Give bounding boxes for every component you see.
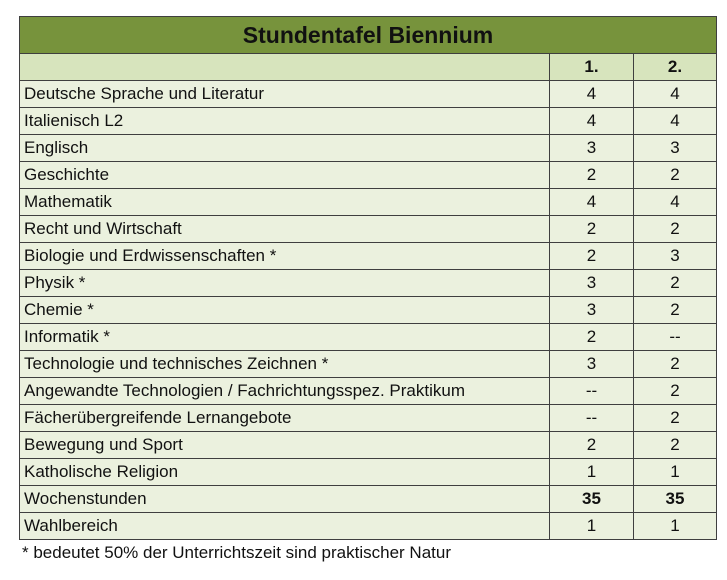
subject-cell: Angewandte Technologien / Fachrichtungss… <box>19 377 550 405</box>
subject-cell: Technologie und technisches Zeichnen * <box>19 350 550 378</box>
year-2-hours: 2 <box>632 296 718 324</box>
elective-label: Wahlbereich <box>19 512 550 540</box>
year-1-hours: 2 <box>549 431 634 459</box>
table-row: Biologie und Erdwissenschaften * 2 3 <box>19 242 718 270</box>
year-1-hours: 3 <box>549 296 634 324</box>
table-row: Katholische Religion 1 1 <box>19 458 718 486</box>
year-2-hours: 2 <box>632 350 718 378</box>
table-row: Recht und Wirtschaft 2 2 <box>19 215 718 243</box>
year-1-hours: 1 <box>549 458 634 486</box>
header-year-2: 2. <box>632 53 718 81</box>
year-2-hours: 1 <box>632 458 718 486</box>
year-2-hours: 2 <box>632 377 718 405</box>
total-year-2: 35 <box>632 485 718 513</box>
year-1-hours: -- <box>549 377 634 405</box>
year-1-hours: 4 <box>549 107 634 135</box>
year-1-hours: 2 <box>549 161 634 189</box>
table-row: Mathematik 4 4 <box>19 188 718 216</box>
table-row: Informatik * 2 -- <box>19 323 718 351</box>
year-1-hours: 4 <box>549 80 634 108</box>
year-1-hours: 2 <box>549 242 634 270</box>
table-row: Technologie und technisches Zeichnen * 3 2 <box>19 350 718 378</box>
table-row: Englisch 3 3 <box>19 134 718 162</box>
subject-cell: Chemie * <box>19 296 550 324</box>
header-row: 1. 2. <box>19 53 718 81</box>
elective-year-1: 1 <box>549 512 634 540</box>
year-1-hours: 3 <box>549 134 634 162</box>
year-2-hours: 2 <box>632 269 718 297</box>
year-1-hours: 2 <box>549 323 634 351</box>
subject-cell: Informatik * <box>19 323 550 351</box>
subject-cell: Fächerübergreifende Lernangebote <box>19 404 550 432</box>
year-1-hours: 3 <box>549 269 634 297</box>
year-2-hours: 3 <box>632 242 718 270</box>
subject-cell: Geschichte <box>19 161 550 189</box>
year-2-hours: 2 <box>632 215 718 243</box>
table-row: Fächerübergreifende Lernangebote -- 2 <box>19 404 718 432</box>
timetable: Stundentafel Biennium 1. 2. Deutsche Spr… <box>18 16 718 540</box>
year-2-hours: 2 <box>632 161 718 189</box>
year-1-hours: 3 <box>549 350 634 378</box>
table-row: Angewandte Technologien / Fachrichtungss… <box>19 377 718 405</box>
subject-cell: Biologie und Erdwissenschaften * <box>19 242 550 270</box>
elective-year-2: 1 <box>632 512 718 540</box>
table-row: Physik * 3 2 <box>19 269 718 297</box>
year-2-hours: 3 <box>632 134 718 162</box>
year-2-hours: 2 <box>632 431 718 459</box>
year-2-hours: 4 <box>632 188 718 216</box>
table-row: Chemie * 3 2 <box>19 296 718 324</box>
subject-cell: Englisch <box>19 134 550 162</box>
table-row: Deutsche Sprache und Literatur 4 4 <box>19 80 718 108</box>
year-1-hours: 4 <box>549 188 634 216</box>
total-year-1: 35 <box>549 485 634 513</box>
year-1-hours: 2 <box>549 215 634 243</box>
subject-cell: Bewegung und Sport <box>19 431 550 459</box>
subject-cell: Katholische Religion <box>19 458 550 486</box>
footnote: * bedeutet 50% der Unterrichtszeit sind … <box>22 543 451 562</box>
subject-cell: Mathematik <box>19 188 550 216</box>
year-1-hours: -- <box>549 404 634 432</box>
subject-cell: Recht und Wirtschaft <box>19 215 550 243</box>
timetable-container: Stundentafel Biennium 1. 2. Deutsche Spr… <box>18 16 718 540</box>
subject-cell: Physik * <box>19 269 550 297</box>
total-row: Wochenstunden 35 35 <box>19 485 718 513</box>
year-2-hours: 4 <box>632 80 718 108</box>
table-row: Bewegung und Sport 2 2 <box>19 431 718 459</box>
total-label: Wochenstunden <box>19 485 550 513</box>
header-year-1: 1. <box>549 53 634 81</box>
subject-cell: Italienisch L2 <box>19 107 550 135</box>
table-title: Stundentafel Biennium <box>18 16 718 54</box>
table-row: Geschichte 2 2 <box>19 161 718 189</box>
year-2-hours: 4 <box>632 107 718 135</box>
year-2-hours: 2 <box>632 404 718 432</box>
year-2-hours: -- <box>632 323 718 351</box>
elective-row: Wahlbereich 1 1 <box>19 512 718 540</box>
subject-cell: Deutsche Sprache und Literatur <box>19 80 550 108</box>
table-row: Italienisch L2 4 4 <box>19 107 718 135</box>
header-subject <box>19 53 550 81</box>
